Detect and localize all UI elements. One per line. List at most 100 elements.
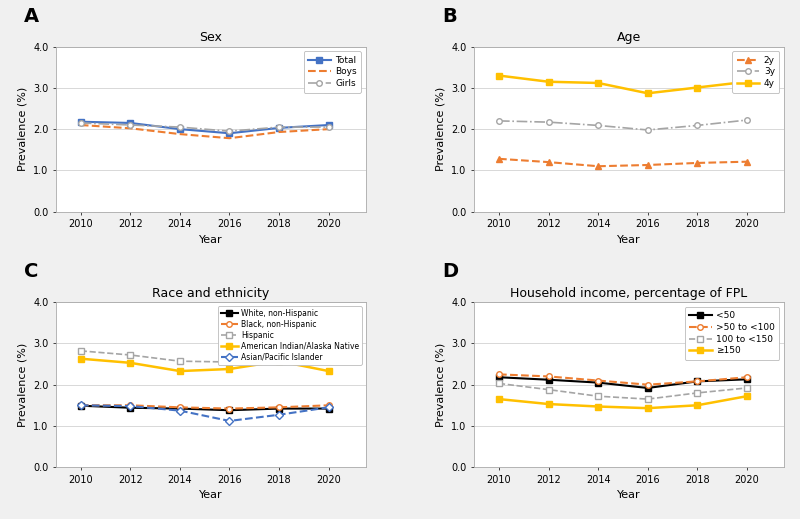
2y: [594, 163, 603, 169]
4y: [594, 80, 603, 86]
Text: D: D: [442, 263, 458, 281]
Hispanic: [76, 348, 86, 354]
Boys: [274, 129, 284, 135]
Title: Age: Age: [617, 31, 642, 44]
Line: Asian/Pacific Islander: Asian/Pacific Islander: [78, 403, 331, 424]
Boys: [175, 131, 185, 137]
3y: [693, 122, 702, 129]
Line: 3y: 3y: [496, 117, 750, 133]
White, non-Hispanic: [126, 405, 135, 411]
Boys: [126, 125, 135, 131]
3y: [643, 127, 653, 133]
Asian/Pacific Islander: [225, 418, 234, 424]
4y: [494, 73, 504, 79]
≥150: [693, 402, 702, 408]
≥150: [643, 405, 653, 411]
>50 to <100: [742, 374, 752, 380]
White, non-Hispanic: [225, 407, 234, 413]
Line: White, non-Hispanic: White, non-Hispanic: [78, 403, 331, 413]
Total: [126, 120, 135, 126]
Asian/Pacific Islander: [175, 407, 185, 414]
2y: [693, 160, 702, 166]
Black, non-Hispanic: [126, 402, 135, 408]
Line: Hispanic: Hispanic: [78, 348, 331, 365]
<50: [742, 376, 752, 383]
100 to <150: [594, 393, 603, 399]
≥150: [494, 396, 504, 402]
Line: 4y: 4y: [496, 73, 750, 96]
Asian/Pacific Islander: [126, 403, 135, 409]
100 to <150: [643, 396, 653, 402]
3y: [544, 119, 554, 125]
>50 to <100: [494, 371, 504, 377]
Line: <50: <50: [496, 375, 750, 391]
Boys: [225, 135, 234, 141]
Girls: [324, 124, 334, 130]
X-axis label: Year: Year: [199, 235, 222, 245]
4y: [643, 90, 653, 97]
Asian/Pacific Islander: [274, 412, 284, 418]
Line: Girls: Girls: [78, 120, 331, 134]
2y: [544, 159, 554, 165]
Hispanic: [225, 359, 234, 365]
>50 to <100: [643, 381, 653, 388]
Text: B: B: [442, 7, 457, 26]
Black, non-Hispanic: [274, 404, 284, 411]
100 to <150: [544, 387, 554, 393]
Line: American Indian/Alaska Native: American Indian/Alaska Native: [78, 356, 331, 374]
100 to <150: [494, 380, 504, 387]
Boys: [324, 126, 334, 132]
White, non-Hispanic: [274, 405, 284, 412]
X-axis label: Year: Year: [618, 235, 641, 245]
White, non-Hispanic: [324, 405, 334, 412]
Hispanic: [324, 350, 334, 356]
Legend: White, non-Hispanic, Black, non-Hispanic, Hispanic, American Indian/Alaska Nativ: White, non-Hispanic, Black, non-Hispanic…: [218, 306, 362, 365]
Girls: [175, 124, 185, 130]
Girls: [225, 128, 234, 134]
Total: [324, 122, 334, 128]
Line: >50 to <100: >50 to <100: [496, 372, 750, 388]
Line: Boys: Boys: [81, 125, 329, 138]
Hispanic: [126, 352, 135, 358]
American Indian/Alaska Native: [76, 356, 86, 362]
Line: 100 to <150: 100 to <150: [496, 380, 750, 402]
Title: Household income, percentage of FPL: Household income, percentage of FPL: [510, 286, 748, 299]
Black, non-Hispanic: [225, 405, 234, 412]
Y-axis label: Prevalence (%): Prevalence (%): [436, 87, 446, 171]
Title: Sex: Sex: [199, 31, 222, 44]
3y: [494, 118, 504, 124]
Hispanic: [175, 358, 185, 364]
<50: [594, 379, 603, 386]
Y-axis label: Prevalence (%): Prevalence (%): [436, 343, 446, 427]
Total: [225, 130, 234, 136]
American Indian/Alaska Native: [324, 368, 334, 374]
100 to <150: [742, 385, 752, 391]
<50: [643, 385, 653, 391]
X-axis label: Year: Year: [199, 490, 222, 500]
2y: [494, 156, 504, 162]
White, non-Hispanic: [175, 405, 185, 412]
American Indian/Alaska Native: [225, 366, 234, 372]
Y-axis label: Prevalence (%): Prevalence (%): [18, 343, 27, 427]
100 to <150: [693, 390, 702, 396]
Text: C: C: [24, 263, 38, 281]
2y: [643, 162, 653, 168]
Legend: Total, Boys, Girls: Total, Boys, Girls: [303, 51, 362, 93]
3y: [742, 117, 752, 123]
Hispanic: [274, 358, 284, 364]
Black, non-Hispanic: [175, 404, 185, 411]
4y: [742, 78, 752, 85]
Line: Total: Total: [78, 119, 331, 136]
Line: Black, non-Hispanic: Black, non-Hispanic: [78, 403, 331, 412]
Asian/Pacific Islander: [324, 404, 334, 411]
X-axis label: Year: Year: [618, 490, 641, 500]
3y: [594, 122, 603, 129]
Girls: [126, 122, 135, 128]
<50: [693, 378, 702, 385]
≥150: [742, 393, 752, 399]
Y-axis label: Prevalence (%): Prevalence (%): [18, 87, 27, 171]
Girls: [274, 124, 284, 130]
White, non-Hispanic: [76, 403, 86, 409]
Total: [274, 125, 284, 131]
Legend: <50, >50 to <100, 100 to <150, ≥150: <50, >50 to <100, 100 to <150, ≥150: [685, 307, 779, 360]
